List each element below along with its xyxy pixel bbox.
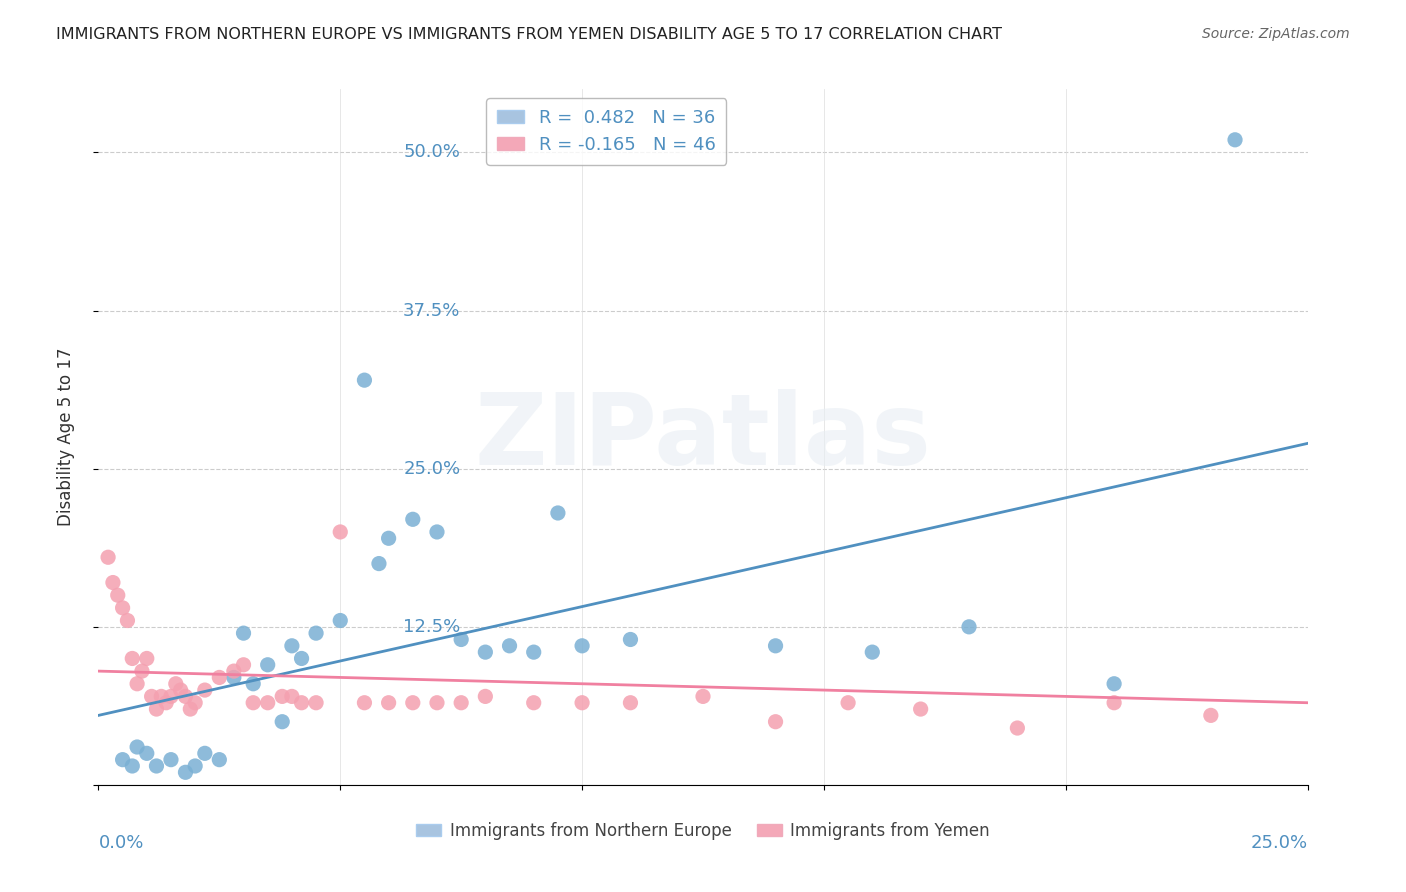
Point <box>474 645 496 659</box>
Point <box>910 702 932 716</box>
Point <box>121 651 143 665</box>
Text: 50.0%: 50.0% <box>404 144 460 161</box>
Point <box>450 696 472 710</box>
Point <box>121 759 143 773</box>
Point <box>107 588 129 602</box>
Point <box>523 645 546 659</box>
Point <box>208 670 231 684</box>
Point <box>377 696 399 710</box>
Point <box>242 677 264 691</box>
Point <box>329 524 352 539</box>
Point <box>160 690 183 704</box>
Point <box>377 531 399 545</box>
Point <box>174 765 197 780</box>
Point <box>1102 696 1125 710</box>
Point <box>256 657 278 672</box>
Point <box>165 677 187 691</box>
Point <box>145 702 167 716</box>
Point <box>281 690 304 704</box>
Point <box>135 747 157 761</box>
Text: 25.0%: 25.0% <box>404 459 460 478</box>
Point <box>184 759 207 773</box>
Text: IMMIGRANTS FROM NORTHERN EUROPE VS IMMIGRANTS FROM YEMEN DISABILITY AGE 5 TO 17 : IMMIGRANTS FROM NORTHERN EUROPE VS IMMIG… <box>56 27 1002 42</box>
Point <box>523 696 546 710</box>
Point <box>117 614 139 628</box>
Point <box>141 690 163 704</box>
Point <box>619 696 641 710</box>
Point <box>402 696 425 710</box>
Point <box>765 639 787 653</box>
Point <box>305 626 328 640</box>
Point <box>184 696 207 710</box>
Point <box>426 524 449 539</box>
Text: 0.0%: 0.0% <box>98 834 143 852</box>
Point <box>368 557 391 571</box>
Point <box>160 753 183 767</box>
Point <box>97 550 120 565</box>
Point <box>571 639 593 653</box>
Point <box>101 575 124 590</box>
Text: ZIPatlas: ZIPatlas <box>475 389 931 485</box>
Legend: Immigrants from Northern Europe, Immigrants from Yemen: Immigrants from Northern Europe, Immigra… <box>409 815 997 847</box>
Point <box>208 753 231 767</box>
Point <box>127 739 149 754</box>
Point <box>222 670 245 684</box>
Point <box>111 600 134 615</box>
Point <box>837 696 859 710</box>
Point <box>290 696 312 710</box>
Point <box>194 747 217 761</box>
Point <box>232 657 254 672</box>
Text: 12.5%: 12.5% <box>404 618 460 636</box>
Point <box>232 626 254 640</box>
Point <box>281 639 304 653</box>
Point <box>1102 677 1125 691</box>
Point <box>329 614 352 628</box>
Point <box>290 651 312 665</box>
Point <box>619 632 641 647</box>
Point <box>547 506 569 520</box>
Point <box>957 620 980 634</box>
Point <box>450 632 472 647</box>
Point <box>179 702 201 716</box>
Point <box>222 664 245 678</box>
Point <box>426 696 449 710</box>
Point <box>127 677 149 691</box>
Text: 37.5%: 37.5% <box>404 301 461 319</box>
Point <box>150 690 173 704</box>
Point <box>353 696 375 710</box>
Point <box>860 645 883 659</box>
Point <box>1199 708 1222 723</box>
Point <box>271 714 294 729</box>
Point <box>111 753 134 767</box>
Point <box>256 696 278 710</box>
Text: Source: ZipAtlas.com: Source: ZipAtlas.com <box>1202 27 1350 41</box>
Point <box>765 714 787 729</box>
Point <box>402 512 425 526</box>
Point <box>242 696 264 710</box>
Point <box>571 696 593 710</box>
Point <box>474 690 496 704</box>
Point <box>131 664 153 678</box>
Text: 25.0%: 25.0% <box>1250 834 1308 852</box>
Y-axis label: Disability Age 5 to 17: Disability Age 5 to 17 <box>56 348 75 526</box>
Point <box>174 690 197 704</box>
Point <box>498 639 520 653</box>
Point <box>194 683 217 698</box>
Point <box>353 373 375 387</box>
Point <box>135 651 157 665</box>
Point <box>145 759 167 773</box>
Point <box>155 696 177 710</box>
Point <box>169 683 191 698</box>
Point <box>1007 721 1029 735</box>
Point <box>305 696 328 710</box>
Point <box>692 690 714 704</box>
Point <box>1223 133 1246 147</box>
Point <box>271 690 294 704</box>
